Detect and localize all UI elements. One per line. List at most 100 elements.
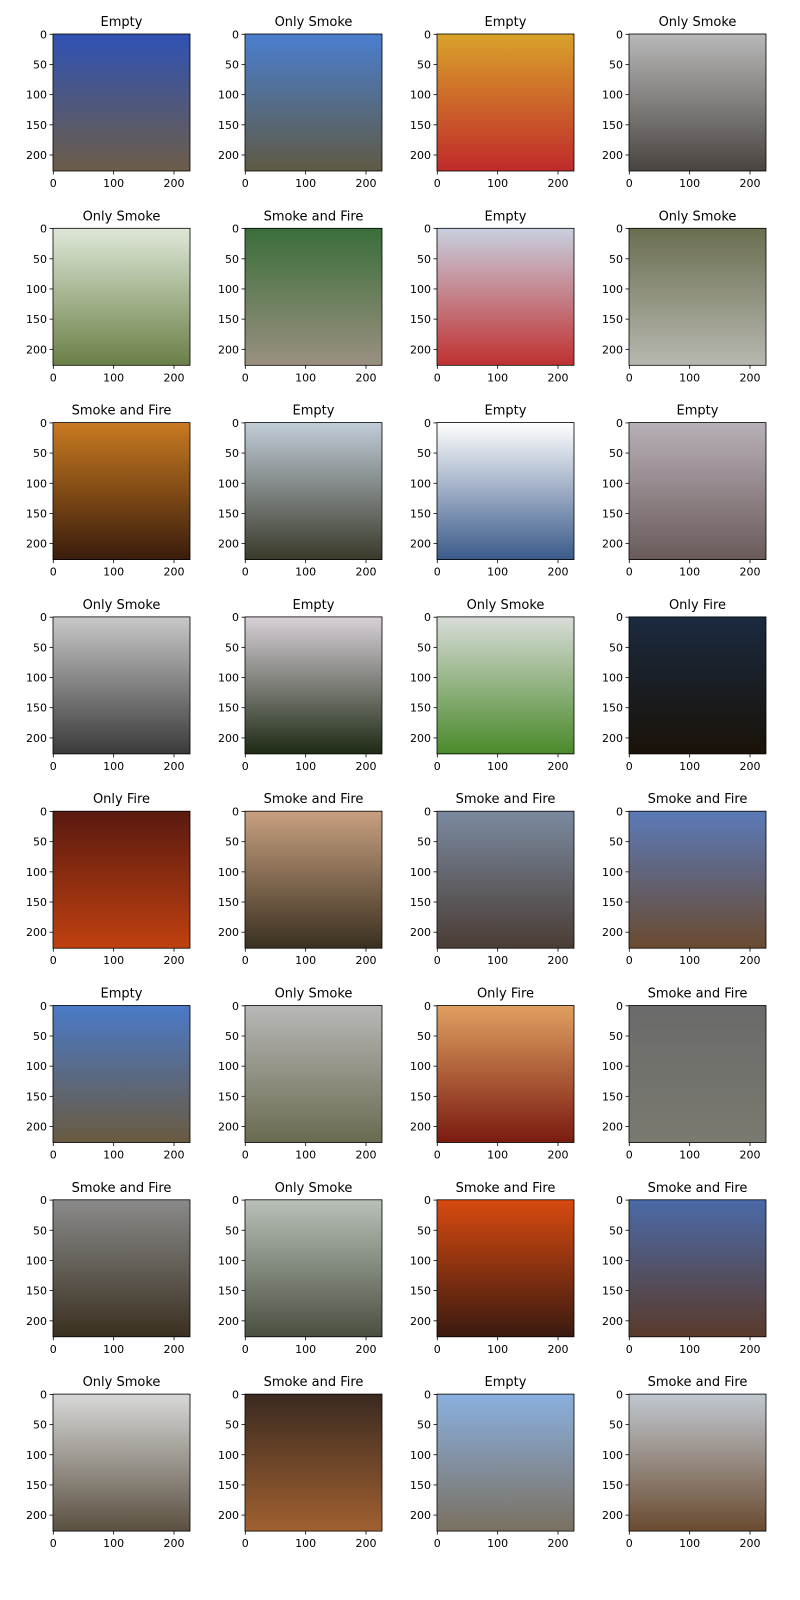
x-tick-label: 200 xyxy=(356,1149,377,1162)
x-tick-label: 0 xyxy=(50,177,57,190)
image xyxy=(53,1005,190,1143)
x-tick-label: 100 xyxy=(295,760,316,773)
y-tick-label: 200 xyxy=(410,538,431,551)
y-tick-label: 0 xyxy=(424,223,431,236)
y-tick-label: 200 xyxy=(218,1509,239,1522)
x-tick-label: 100 xyxy=(103,371,124,384)
subplot: Only Smoke 0 100 200 0 50 100 150 200 xyxy=(26,1375,191,1550)
axes-frame xyxy=(628,1199,767,1338)
subplot-title: Smoke and Fire xyxy=(72,404,172,419)
subplot: Smoke and Fire 0 100 200 0 50 100 150 200 xyxy=(410,792,575,967)
x-tick-label: 100 xyxy=(487,954,508,967)
image xyxy=(437,228,574,366)
y-tick-label: 50 xyxy=(417,836,431,849)
x-tick-label: 100 xyxy=(295,954,316,967)
image xyxy=(53,1199,190,1337)
x-tick-label: 200 xyxy=(548,1537,569,1550)
subplot-title: Empty xyxy=(485,404,527,419)
y-tick-label: 150 xyxy=(602,119,623,132)
x-tick-label: 200 xyxy=(356,760,377,773)
y-tick-label: 200 xyxy=(26,149,47,162)
y-tick-label: 150 xyxy=(218,702,239,715)
y-tick-label: 150 xyxy=(410,1479,431,1492)
y-tick-label: 50 xyxy=(33,1030,47,1043)
y-tick-label: 100 xyxy=(410,89,431,102)
axes-frame xyxy=(52,1005,191,1143)
axes-frame xyxy=(628,810,767,949)
subplot: Only Smoke 0 100 200 0 50 100 150 200 xyxy=(602,209,767,384)
subplot-title: Empty xyxy=(485,15,527,30)
y-tick-label: 0 xyxy=(40,1388,47,1401)
x-tick-label: 100 xyxy=(487,1149,508,1162)
y-tick-label: 100 xyxy=(602,89,623,102)
x-tick-label: 200 xyxy=(356,371,377,384)
y-tick-label: 50 xyxy=(33,641,47,654)
subplot-title: Only Fire xyxy=(93,792,150,807)
subplot: Smoke and Fire 0 100 200 0 50 100 150 200 xyxy=(26,1181,191,1356)
image xyxy=(53,1394,190,1532)
image xyxy=(437,1394,574,1532)
image xyxy=(437,1005,574,1143)
subplot-title: Only Smoke xyxy=(83,1375,161,1390)
y-tick-label: 50 xyxy=(417,253,431,266)
y-tick-label: 50 xyxy=(225,58,239,71)
axes-frame xyxy=(628,422,767,561)
x-tick-label: 100 xyxy=(679,760,700,773)
subplot-title: Empty xyxy=(485,1375,527,1390)
image xyxy=(437,1199,574,1337)
y-tick-label: 100 xyxy=(218,1060,239,1073)
x-tick-label: 200 xyxy=(740,760,761,773)
subplot-title: Only Smoke xyxy=(275,987,353,1002)
y-tick-label: 100 xyxy=(218,672,239,685)
subplot: Only Smoke 0 100 200 0 50 100 150 200 xyxy=(410,598,575,773)
axes-frame xyxy=(244,1393,383,1532)
y-tick-label: 200 xyxy=(26,1315,47,1328)
subplot: Only Smoke 0 100 200 0 50 100 150 200 xyxy=(218,1181,383,1356)
x-tick-label: 200 xyxy=(164,760,185,773)
y-tick-label: 100 xyxy=(26,1060,47,1073)
y-tick-label: 200 xyxy=(218,1121,239,1134)
subplot-title: Smoke and Fire xyxy=(264,1375,364,1390)
x-tick-label: 0 xyxy=(434,371,441,384)
subplot-title: Empty xyxy=(485,209,527,224)
x-tick-label: 100 xyxy=(103,954,124,967)
subplot-title: Smoke and Fire xyxy=(648,1181,748,1196)
y-tick-label: 50 xyxy=(225,1030,239,1043)
subplot-title: Smoke and Fire xyxy=(456,792,556,807)
y-tick-label: 200 xyxy=(218,926,239,939)
y-tick-label: 0 xyxy=(232,1194,239,1207)
y-tick-label: 200 xyxy=(26,732,47,745)
x-tick-label: 100 xyxy=(103,1149,124,1162)
subplot: Only Smoke 0 100 200 0 50 100 150 200 xyxy=(602,15,767,190)
y-tick-label: 200 xyxy=(602,732,623,745)
axes-frame xyxy=(52,33,191,172)
subplot-title: Empty xyxy=(293,404,335,419)
y-tick-label: 50 xyxy=(417,1224,431,1237)
x-tick-label: 100 xyxy=(487,1343,508,1356)
subplot-title: Empty xyxy=(101,15,143,30)
y-tick-label: 200 xyxy=(602,149,623,162)
y-tick-label: 200 xyxy=(218,538,239,551)
x-tick-label: 200 xyxy=(356,1537,377,1550)
y-tick-label: 100 xyxy=(410,1060,431,1073)
axes-frame xyxy=(52,810,191,949)
axes-frame xyxy=(436,810,575,949)
y-tick-label: 0 xyxy=(616,417,623,430)
subplot: Smoke and Fire 0 100 200 0 50 100 150 200 xyxy=(602,792,767,967)
axes-frame xyxy=(436,422,575,561)
y-tick-label: 50 xyxy=(33,836,47,849)
image xyxy=(245,1199,382,1337)
x-tick-label: 100 xyxy=(103,177,124,190)
x-tick-label: 0 xyxy=(242,1149,249,1162)
x-tick-label: 100 xyxy=(295,1537,316,1550)
x-tick-label: 200 xyxy=(548,371,569,384)
subplot: Empty 0 100 200 0 50 100 150 200 xyxy=(602,404,767,579)
subplot: Smoke and Fire 0 100 200 0 50 100 150 200 xyxy=(602,987,767,1162)
image xyxy=(437,616,574,754)
axes-frame xyxy=(436,33,575,172)
y-tick-label: 50 xyxy=(609,58,623,71)
x-tick-label: 100 xyxy=(103,1537,124,1550)
y-tick-label: 50 xyxy=(609,447,623,460)
y-tick-label: 150 xyxy=(602,702,623,715)
y-tick-label: 50 xyxy=(225,641,239,654)
